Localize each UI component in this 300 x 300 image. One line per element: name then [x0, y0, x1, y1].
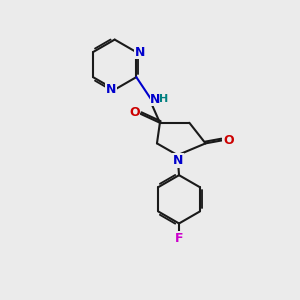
Text: F: F [175, 232, 183, 245]
Text: N: N [135, 46, 145, 59]
Text: O: O [223, 134, 233, 147]
Text: O: O [129, 106, 140, 119]
Text: N: N [106, 83, 116, 96]
Text: H: H [159, 94, 168, 104]
Text: N: N [173, 154, 183, 167]
Text: N: N [150, 93, 161, 106]
